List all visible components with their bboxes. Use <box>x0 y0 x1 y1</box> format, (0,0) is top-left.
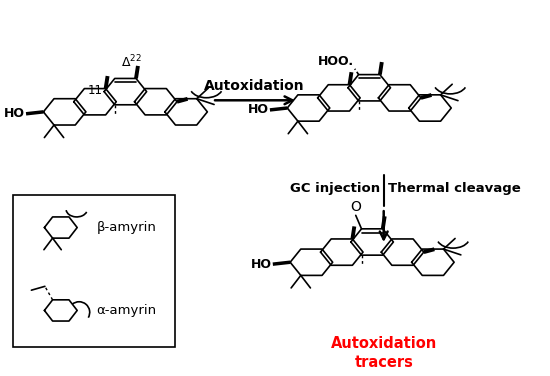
Text: Thermal cleavage: Thermal cleavage <box>388 182 520 196</box>
Text: HO: HO <box>4 107 25 120</box>
Text: α-amyrin: α-amyrin <box>96 304 157 317</box>
Text: HO: HO <box>251 258 272 271</box>
Text: GC injection: GC injection <box>290 182 380 196</box>
Text: Autoxidation: Autoxidation <box>331 336 437 351</box>
Text: Autoxidation: Autoxidation <box>204 79 305 92</box>
Text: β-amyrin: β-amyrin <box>96 221 156 234</box>
Text: 11: 11 <box>87 84 102 97</box>
Text: HOO.: HOO. <box>318 55 354 68</box>
Text: $\Delta^{22}$: $\Delta^{22}$ <box>121 54 141 70</box>
Text: O: O <box>350 200 361 214</box>
Text: tracers: tracers <box>354 355 413 370</box>
FancyBboxPatch shape <box>13 195 174 347</box>
Text: HO: HO <box>248 103 269 117</box>
